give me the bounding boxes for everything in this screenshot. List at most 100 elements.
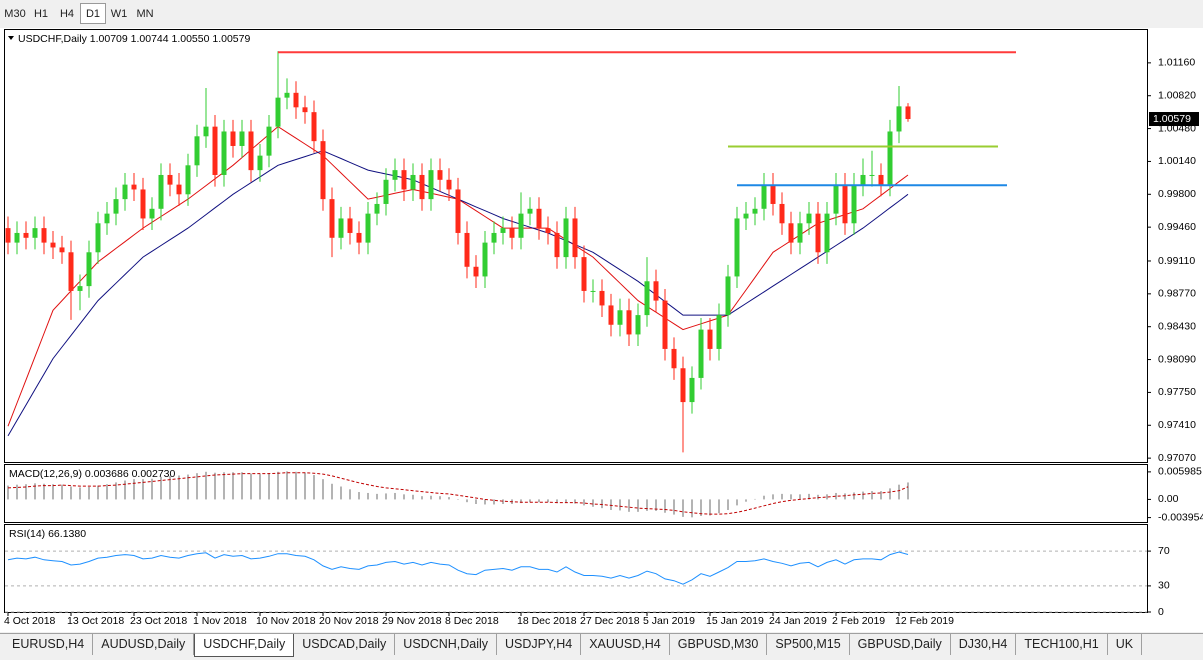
candle-body [851, 184, 857, 224]
chart-tab[interactable]: UK [1108, 634, 1143, 655]
chart-tab[interactable]: USDCNH,Daily [395, 634, 498, 655]
y-tick-label: 0.98430 [1158, 320, 1196, 332]
candle-body [896, 106, 902, 132]
candle-body [104, 213, 110, 224]
candle-body [167, 174, 173, 185]
candle-body [338, 218, 344, 238]
candle-body [5, 228, 11, 243]
candle-body [635, 315, 641, 335]
timeframe-button[interactable]: W1 [110, 8, 128, 20]
y-tick-label: 1.01160 [1158, 57, 1195, 69]
macd-bar [484, 499, 486, 505]
candle-body [95, 223, 101, 253]
y-tick-label: 0.99800 [1158, 188, 1196, 200]
chart-tab[interactable]: TECH100,H1 [1016, 634, 1108, 655]
macd-bar [529, 499, 531, 503]
chart-tab[interactable]: XAUUSD,H4 [581, 634, 670, 655]
x-tick-label: 24 Jan 2019 [769, 615, 827, 627]
candle-body [770, 184, 776, 204]
macd-bar [754, 498, 756, 500]
candle-body [50, 242, 56, 248]
macd-bar [205, 471, 207, 500]
macd-bar [727, 499, 729, 510]
macd-bar [403, 494, 405, 500]
candle-body [509, 228, 515, 238]
x-tick-label: 23 Oct 2018 [130, 615, 187, 627]
candle-body [185, 165, 191, 195]
candle-body [788, 223, 794, 243]
macd-bar [25, 484, 27, 500]
candle-body [572, 218, 578, 258]
chart-tab[interactable]: USDCAD,Daily [294, 634, 396, 655]
macd-bar [88, 486, 90, 500]
candle-body [554, 232, 560, 258]
x-tick-label: 13 Oct 2018 [67, 615, 124, 627]
macd-bar [160, 476, 162, 500]
chart-tab[interactable]: GBPUSD,M30 [670, 634, 768, 655]
macd-bar [736, 499, 738, 506]
candle-body [806, 213, 812, 224]
macd-bar [502, 499, 504, 505]
macd-bar [394, 492, 396, 500]
x-tick-label: 1 Nov 2018 [193, 615, 247, 627]
x-tick-label: 12 Feb 2019 [895, 615, 954, 627]
chart-tab[interactable]: SP500,M15 [767, 634, 850, 655]
candle-body [32, 228, 38, 238]
macd-bar [610, 499, 612, 510]
candle-body [176, 184, 182, 195]
timeframe-button[interactable]: MN [136, 8, 154, 20]
candle-body [527, 208, 533, 214]
macd-bar [358, 492, 360, 500]
macd-bar [493, 499, 495, 505]
chart-tab[interactable]: AUDUSD,Daily [93, 634, 195, 655]
candle-body [86, 252, 92, 287]
timeframe-button[interactable]: M30 [4, 8, 26, 20]
macd-bar [871, 491, 873, 500]
candle-body [347, 218, 353, 233]
candle-body [464, 232, 470, 267]
last-price-box [1149, 112, 1199, 127]
macd-bar [268, 473, 270, 500]
chart-tab[interactable]: EURUSD,H4 [4, 634, 94, 655]
macd-bar [574, 499, 576, 504]
macd-bar [664, 499, 666, 513]
candle-body [212, 126, 218, 175]
panel-title: RSI(14) 66.1380 [9, 528, 86, 540]
macd-bar [691, 499, 693, 518]
candle-body [617, 310, 623, 325]
candle-body [473, 266, 479, 277]
chart-tab[interactable]: DJ30,H4 [951, 634, 1017, 655]
macd-bar [700, 499, 702, 516]
candle-body [239, 131, 245, 146]
macd-bar [295, 471, 297, 500]
macd-bar [898, 484, 900, 500]
x-tick-label: 2 Feb 2019 [832, 615, 885, 627]
macd-bar [619, 499, 621, 511]
candle-body [203, 126, 209, 137]
candle-body [383, 179, 389, 204]
candle-body [698, 329, 704, 378]
candle-body [437, 170, 443, 180]
timeframe-button[interactable]: H4 [59, 8, 75, 20]
y-tick-label: 0.99460 [1158, 221, 1196, 233]
candle-body [284, 92, 290, 98]
y-tick-label: 0.97410 [1158, 419, 1196, 431]
collapse-icon[interactable] [8, 36, 14, 40]
candle-body [77, 286, 83, 291]
candle-body [320, 141, 326, 200]
macd-bar [583, 499, 585, 506]
candle-body [725, 276, 731, 316]
x-tick-label: 15 Jan 2019 [706, 615, 764, 627]
chart-tab[interactable]: GBPUSD,Daily [850, 634, 951, 655]
candle-body [500, 228, 506, 233]
candle-body [68, 252, 74, 291]
chart-tab[interactable]: USDCHF,Daily [194, 634, 295, 657]
x-tick-label: 4 Oct 2018 [4, 615, 56, 627]
chart-tab[interactable]: USDJPY,H4 [497, 634, 582, 655]
timeframe-button[interactable]: H1 [33, 8, 49, 20]
candle-body [644, 281, 650, 316]
y-tick-label: 70 [1158, 545, 1170, 557]
timeframe-button[interactable]: D1 [80, 3, 106, 24]
y-tick-label: 0.97750 [1158, 386, 1196, 398]
